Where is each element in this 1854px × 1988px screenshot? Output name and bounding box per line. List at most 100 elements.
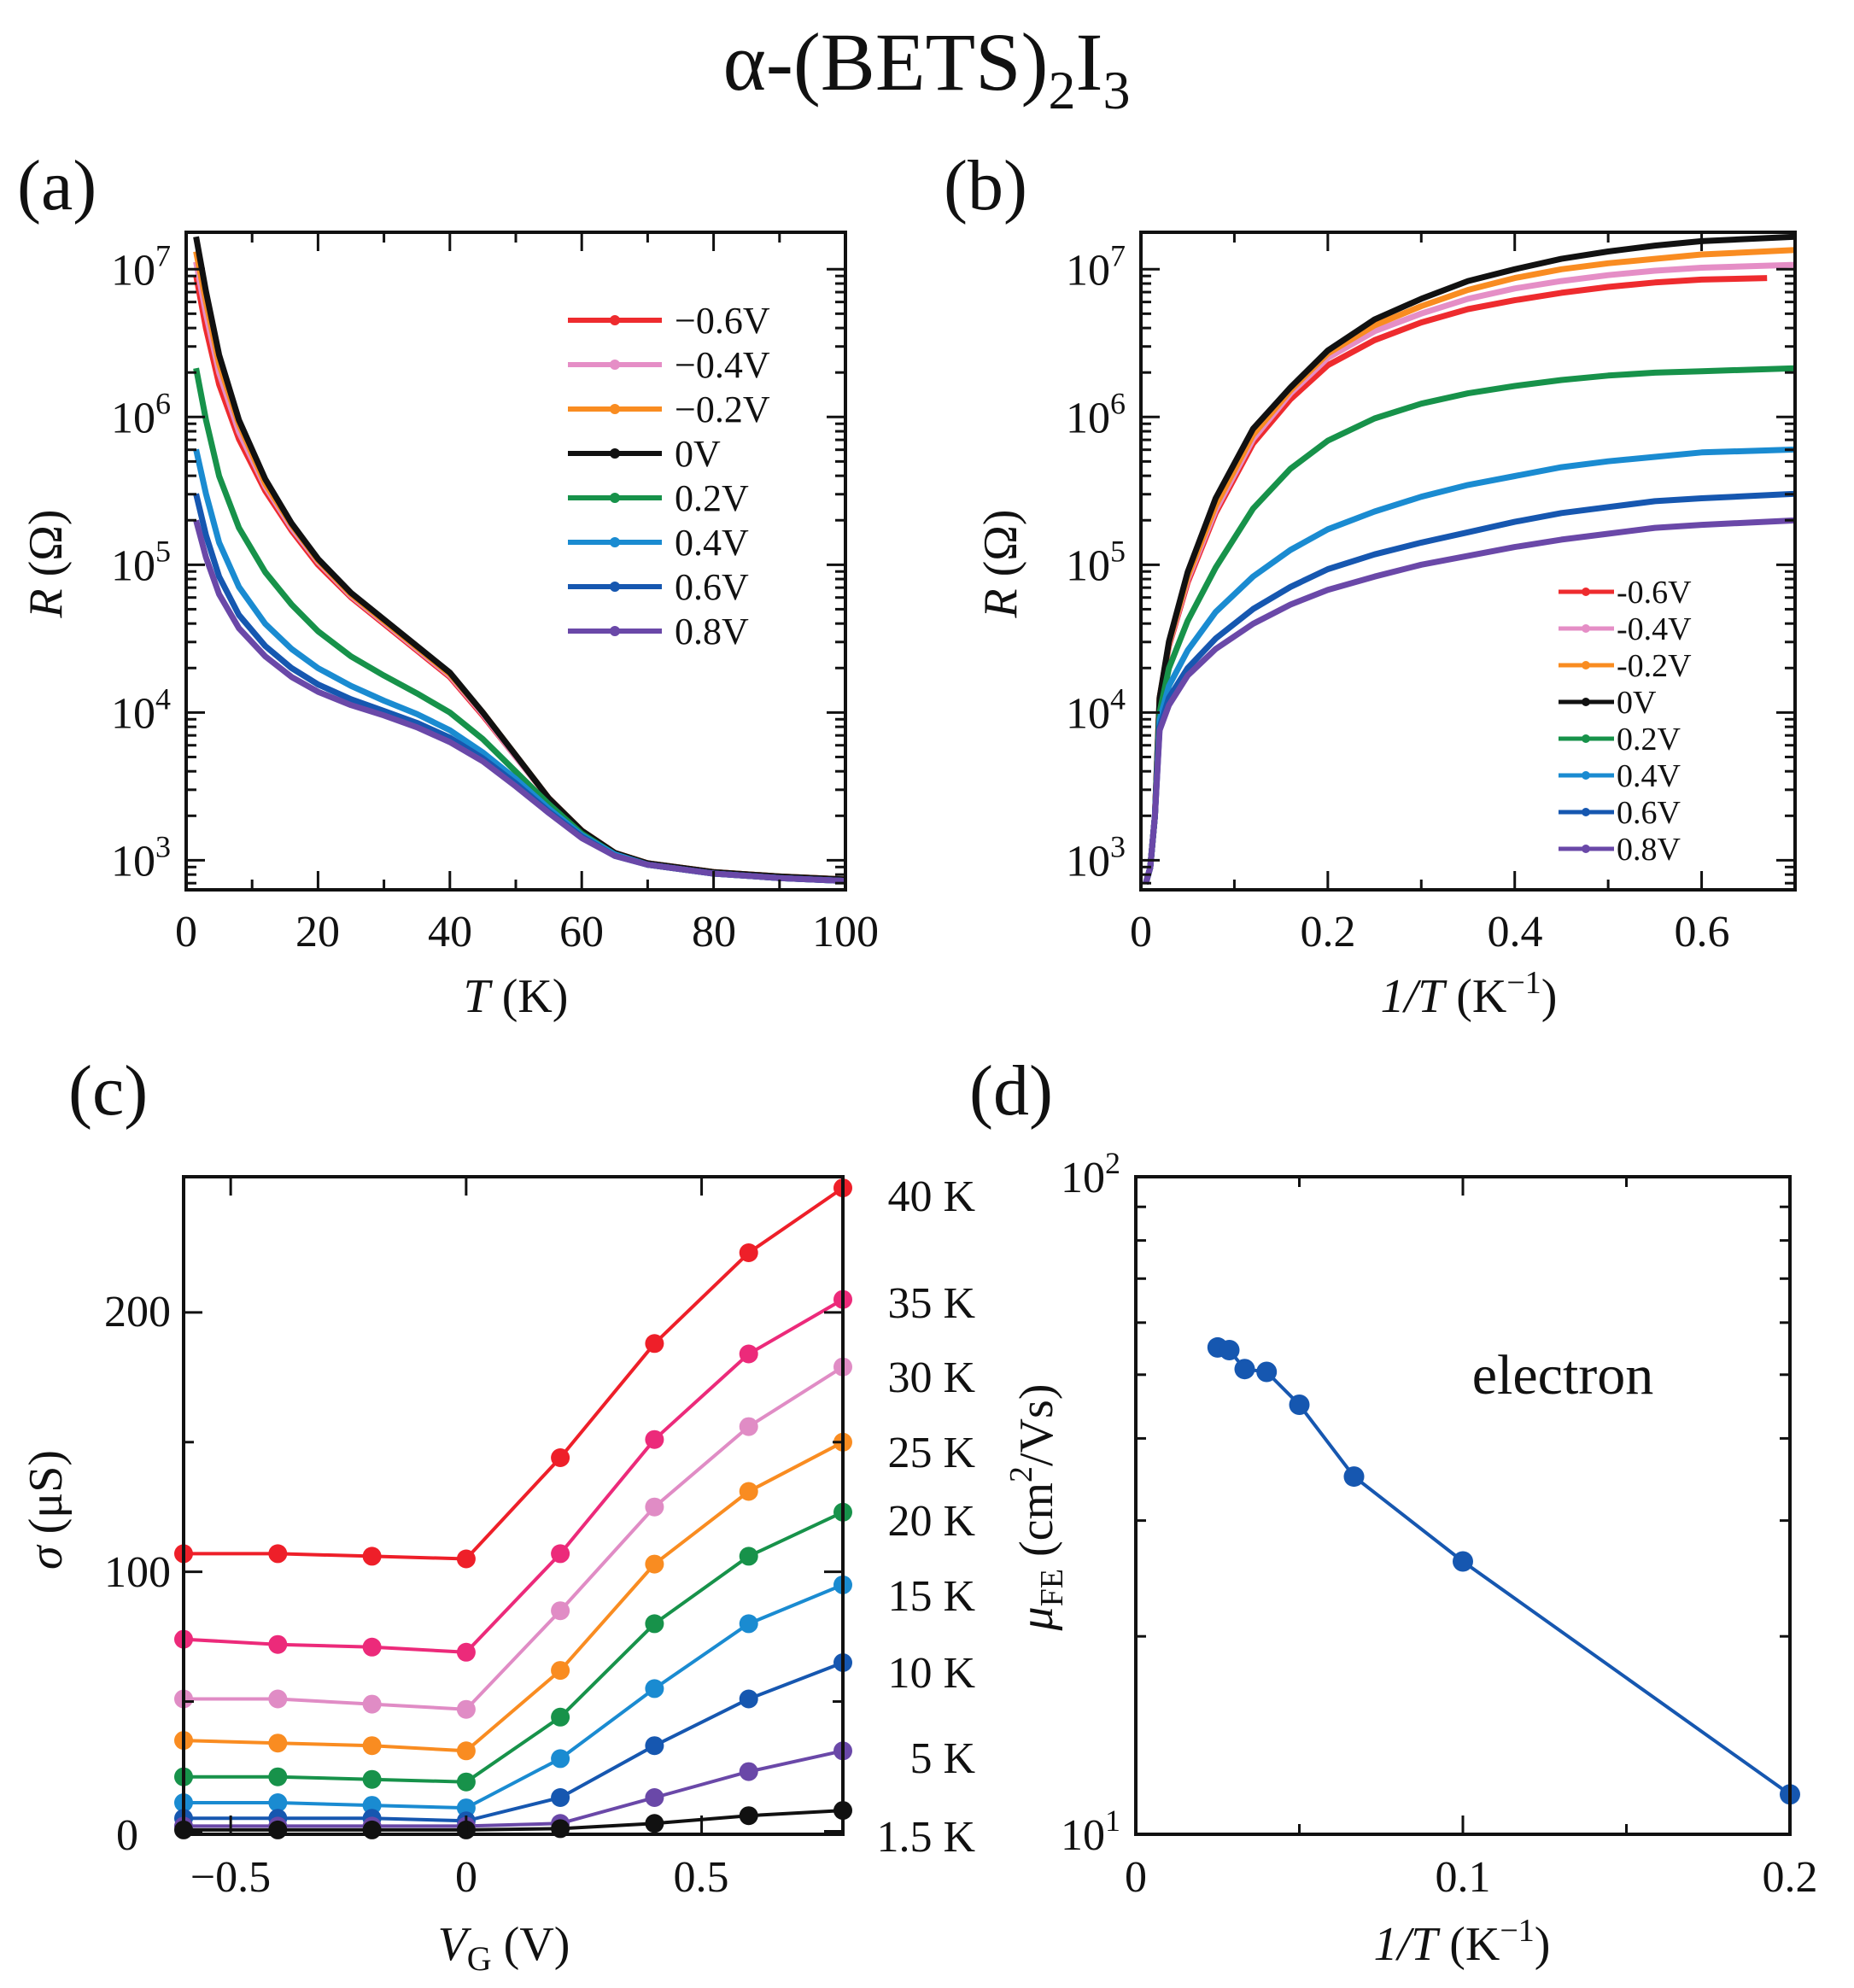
- a-legend-marker: [610, 315, 620, 325]
- panel-d-label: (d): [969, 1051, 1053, 1131]
- a-xtick-0: 0: [175, 908, 197, 956]
- c-ytick-100: 100: [104, 1548, 171, 1597]
- a-legend-marker: [610, 493, 620, 503]
- c-point-40 K: [551, 1448, 570, 1467]
- ytick-label-1e7: 107: [111, 238, 171, 295]
- d-ytick-10: 101: [1061, 1804, 1120, 1860]
- c-point-20 K: [268, 1767, 288, 1786]
- panel-d-xtick-labels: 0 0.1 0.2: [1125, 1853, 1818, 1902]
- a-legend-label: 0V: [675, 433, 721, 475]
- d-xlabel: 1/T (K−1): [1374, 1913, 1551, 1971]
- panel-c-ticks: [184, 1177, 843, 1834]
- b-legend-marker: [1582, 624, 1590, 633]
- d-xtick-0: 0: [1125, 1853, 1147, 1902]
- c-point-1.5 K: [268, 1820, 288, 1839]
- panel-c-ytick-labels: 0 100 200: [104, 1288, 171, 1860]
- b-legend-label: -0.2V: [1617, 648, 1692, 684]
- b-legend-marker: [1582, 698, 1590, 706]
- c-temp-label: 40 K: [887, 1172, 975, 1221]
- c-series-20 K: [184, 1510, 844, 1784]
- c-point-30 K: [456, 1699, 476, 1719]
- c-point-1.5 K: [645, 1814, 664, 1833]
- b-series-0.8V: [1143, 517, 1796, 886]
- panel-a-ytick-labels: 103 104 105 106 107: [111, 238, 171, 886]
- c-point-40 K: [645, 1334, 664, 1354]
- b-legend-label: 0.8V: [1617, 832, 1681, 868]
- b-legend-marker: [1582, 808, 1590, 816]
- panel-a-label: (a): [17, 146, 97, 225]
- a-legend-label: 0.2V: [675, 477, 749, 519]
- c-temp-label: 30 K: [887, 1354, 975, 1402]
- c-point-30 K: [362, 1694, 382, 1714]
- panel-b-label: (b): [944, 146, 1027, 225]
- d-ylabel: μFE (cm2/Vs): [1003, 1384, 1070, 1632]
- a-legend-marker: [610, 360, 620, 370]
- c-point-15 K: [645, 1679, 664, 1699]
- d-point: [1453, 1551, 1473, 1572]
- c-series-40 K: [184, 1186, 845, 1561]
- c-point-40 K: [362, 1547, 382, 1566]
- c-point-40 K: [739, 1243, 758, 1262]
- panel-d-ticks: [1134, 1175, 1792, 1836]
- c-point-30 K: [268, 1689, 288, 1709]
- c-temp-label: 5 K: [909, 1734, 975, 1783]
- panel-c-temperature-labels: 40 K 35 K 30 K 25 K 20 K 15 K 10 K 5 K 1.5 K: [876, 1172, 975, 1862]
- a-legend-label: −0.4V: [675, 344, 770, 386]
- b-legend-marker: [1582, 734, 1590, 743]
- b-series-0V: [1143, 233, 1796, 886]
- c-point-15 K: [362, 1796, 382, 1816]
- c-xtick-0: 0: [455, 1853, 477, 1902]
- panel-c-xtick-labels: −0.5 0 0.5: [190, 1853, 729, 1902]
- b-legend-label: -0.6V: [1617, 575, 1692, 611]
- panel-d-ytick-labels: 101 102: [1061, 1146, 1120, 1860]
- b-ylabel: R (Ω): [974, 509, 1027, 618]
- panel-a-xtick-labels: 0 20 40 60 80 100: [175, 908, 879, 956]
- c-series-1.5 K: [184, 1809, 844, 1832]
- c-point-25 K: [362, 1736, 382, 1756]
- panel-c-label: (c): [68, 1051, 148, 1131]
- panel-a-ticks: [184, 232, 847, 890]
- b-series-0.6V: [1143, 490, 1796, 886]
- d-xtick-0.1: 0.1: [1436, 1853, 1491, 1902]
- c-point-30 K: [551, 1601, 570, 1621]
- a-legend-label: 0.6V: [675, 566, 749, 608]
- a-xtick-60: 60: [559, 908, 604, 956]
- c-point-35 K: [362, 1637, 382, 1657]
- c-point-20 K: [739, 1547, 758, 1566]
- b-legend-label: 0V: [1617, 685, 1657, 721]
- c-point-15 K: [551, 1749, 570, 1769]
- panel-b-series: [1143, 233, 1796, 886]
- c-point-15 K: [268, 1793, 288, 1812]
- c-xtick-0.5: 0.5: [674, 1853, 729, 1902]
- c-point-40 K: [268, 1544, 288, 1564]
- a-legend-marker: [610, 404, 620, 414]
- c-ytick-0: 0: [116, 1811, 138, 1860]
- b-legend-marker: [1582, 661, 1590, 669]
- ytick-label-1e5: 105: [111, 534, 171, 590]
- c-point-15 K: [456, 1798, 476, 1818]
- d-annotation-electron: electron: [1472, 1344, 1654, 1406]
- c-point-15 K: [739, 1614, 758, 1634]
- b-xtick-0.4: 0.4: [1488, 908, 1543, 956]
- a-legend-marker: [610, 582, 620, 592]
- a-legend-label: −0.6V: [675, 300, 770, 342]
- ytick-label-1e6: 106: [1066, 386, 1126, 442]
- c-point-35 K: [456, 1642, 476, 1662]
- c-series-10 K: [184, 1661, 844, 1823]
- b-series--0.2V: [1143, 247, 1796, 886]
- c-point-25 K: [645, 1554, 664, 1574]
- c-point-10 K: [739, 1689, 758, 1709]
- ytick-label-1e4: 104: [1066, 681, 1126, 738]
- c-point-35 K: [268, 1634, 288, 1654]
- a-ylabel: R (Ω): [20, 509, 73, 618]
- c-series-35 K: [183, 1297, 845, 1654]
- panel-b-ytick-labels: 103 104 105 106 107: [1066, 238, 1126, 886]
- b-legend-label: 0.2V: [1617, 722, 1681, 757]
- panel-a: (a) 103 104 105 106 107 0 20 40 60 80 100 T …: [17, 146, 879, 1023]
- b-series-0.4V: [1143, 446, 1796, 886]
- c-series-5 K: [184, 1749, 844, 1828]
- b-legend-label: -0.4V: [1617, 611, 1692, 647]
